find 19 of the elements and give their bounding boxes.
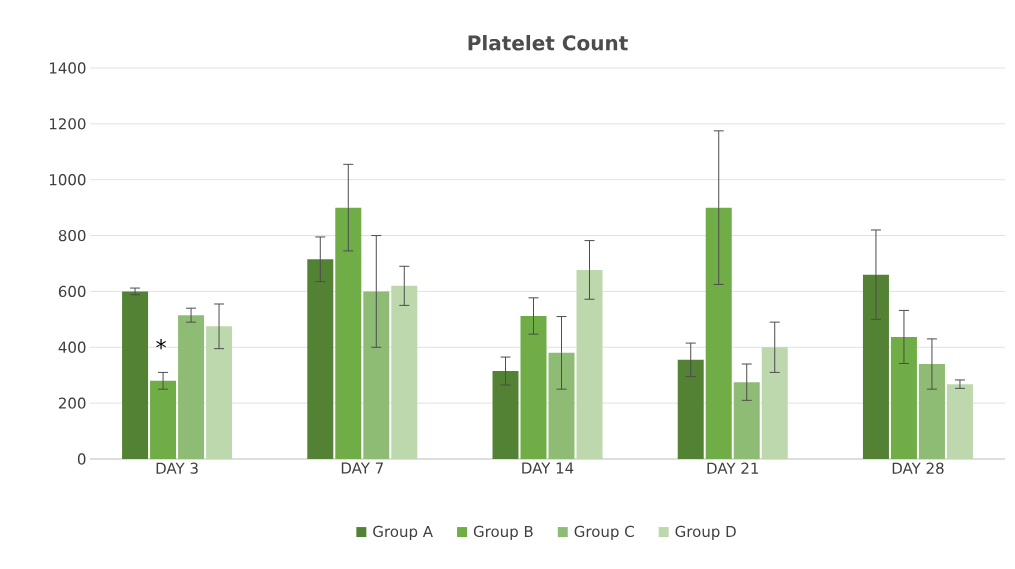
y-tick-label: 0 — [77, 453, 86, 465]
x-tick-label: DAY 21 — [707, 462, 759, 474]
legend-label: Group C — [574, 525, 634, 540]
y-tick-label: 1200 — [49, 118, 86, 130]
y-tick-label: 400 — [58, 341, 86, 353]
x-tick-label: DAY 28 — [892, 462, 944, 474]
legend-label: Group B — [473, 525, 533, 540]
x-tick-label: DAY 3 — [156, 462, 198, 474]
y-tick-label: 1400 — [49, 62, 86, 74]
x-tick-label: DAY 7 — [341, 462, 383, 474]
legend-label: Group A — [373, 525, 433, 540]
y-tick-label: 800 — [58, 229, 86, 242]
y-tick-label: 200 — [58, 397, 86, 409]
y-tick-label: 1000 — [49, 174, 86, 186]
legend-label: Group D — [675, 525, 736, 540]
y-tick-label: 600 — [58, 285, 86, 298]
annotation: * — [156, 339, 166, 350]
chart-title: Platelet Count — [468, 34, 628, 51]
x-tick-label: DAY 14 — [522, 462, 574, 474]
